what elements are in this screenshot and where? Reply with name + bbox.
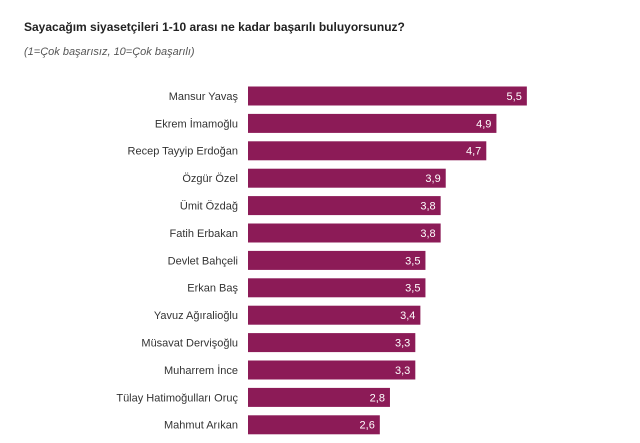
value-label: 3,8 (420, 201, 435, 213)
category-label: Recep Tayyip Erdoğan (128, 146, 238, 158)
bar (248, 223, 441, 243)
bar (248, 86, 527, 106)
category-label: Erkan Baş (187, 283, 238, 295)
value-label: 3,8 (420, 228, 435, 240)
value-label: 3,3 (395, 365, 410, 377)
value-label: 5,5 (507, 91, 522, 103)
bar (248, 250, 426, 270)
category-label: Fatih Erbakan (170, 228, 238, 240)
category-label: Müsavat Dervişoğlu (141, 338, 238, 350)
bar (248, 141, 487, 161)
value-label: 2,6 (360, 420, 375, 432)
bar (248, 113, 497, 133)
value-label: 3,4 (400, 310, 415, 322)
bar (248, 360, 416, 380)
value-label: 4,7 (466, 146, 481, 158)
bar (248, 278, 426, 298)
category-label: Mansur Yavaş (169, 91, 239, 103)
bar (248, 415, 380, 435)
category-label: Muharrem İnce (164, 364, 238, 377)
value-label: 3,9 (425, 173, 440, 185)
category-label: Ümit Özdağ (180, 201, 238, 213)
bar (248, 387, 390, 407)
bar (248, 305, 421, 325)
category-label: Mahmut Arıkan (164, 420, 238, 432)
category-label: Yavuz Ağıralioğlu (154, 310, 238, 322)
category-label: Özgür Özel (182, 173, 238, 185)
value-label: 2,8 (370, 392, 385, 404)
value-label: 3,5 (405, 283, 420, 295)
bar (248, 333, 416, 353)
bar (248, 196, 441, 216)
chart-title: Sayacağım siyasetçileri 1-10 arası ne ka… (24, 20, 405, 34)
value-label: 4,9 (476, 118, 491, 130)
category-label: Tülay Hatimoğulları Oruç (116, 392, 238, 404)
category-label: Devlet Bahçeli (168, 255, 238, 267)
value-label: 3,5 (405, 255, 420, 267)
value-label: 3,3 (395, 338, 410, 350)
category-label: Ekrem İmamoğlu (155, 117, 238, 130)
chart-subtitle: (1=Çok başarısız, 10=Çok başarılı) (24, 46, 195, 58)
bar (248, 168, 446, 188)
